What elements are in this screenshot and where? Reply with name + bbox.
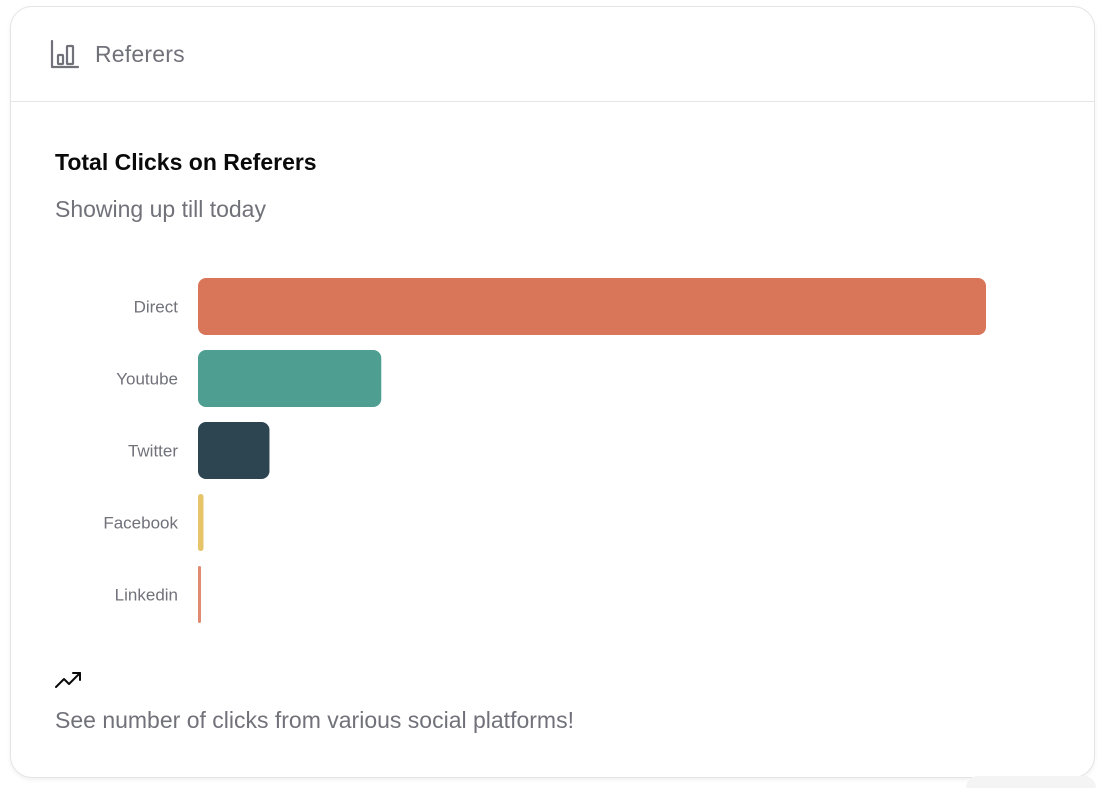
bar-direct[interactable] bbox=[198, 278, 986, 335]
tick-label-linkedin: Linkedin bbox=[115, 586, 178, 605]
corner-decoration bbox=[966, 776, 1096, 788]
bar-twitter[interactable] bbox=[198, 422, 270, 479]
chart-title: Total Clicks on Referers bbox=[55, 149, 317, 175]
referers-card: Referers Total Clicks on Referers Showin… bbox=[10, 6, 1095, 778]
bar-facebook[interactable] bbox=[198, 494, 204, 551]
chart-subtitle: Showing up till today bbox=[55, 196, 266, 222]
tick-label-youtube: Youtube bbox=[116, 370, 178, 389]
card-header: Referers bbox=[11, 7, 1094, 102]
bar-linkedin[interactable] bbox=[198, 566, 201, 623]
tick-label-twitter: Twitter bbox=[128, 442, 178, 461]
footer-text: See number of clicks from various social… bbox=[55, 707, 574, 733]
card-header-title: Referers bbox=[95, 40, 185, 67]
trending-up-icon bbox=[55, 670, 83, 690]
tick-label-direct: Direct bbox=[134, 298, 179, 317]
tick-label-facebook: Facebook bbox=[103, 514, 178, 533]
chart-area: Direct Youtube Twitter Facebook Linkedin bbox=[11, 7, 1096, 779]
bar-chart-icon bbox=[49, 38, 81, 70]
bar-chart: Direct Youtube Twitter Facebook Linkedin bbox=[103, 278, 986, 623]
bar-youtube[interactable] bbox=[198, 350, 382, 407]
